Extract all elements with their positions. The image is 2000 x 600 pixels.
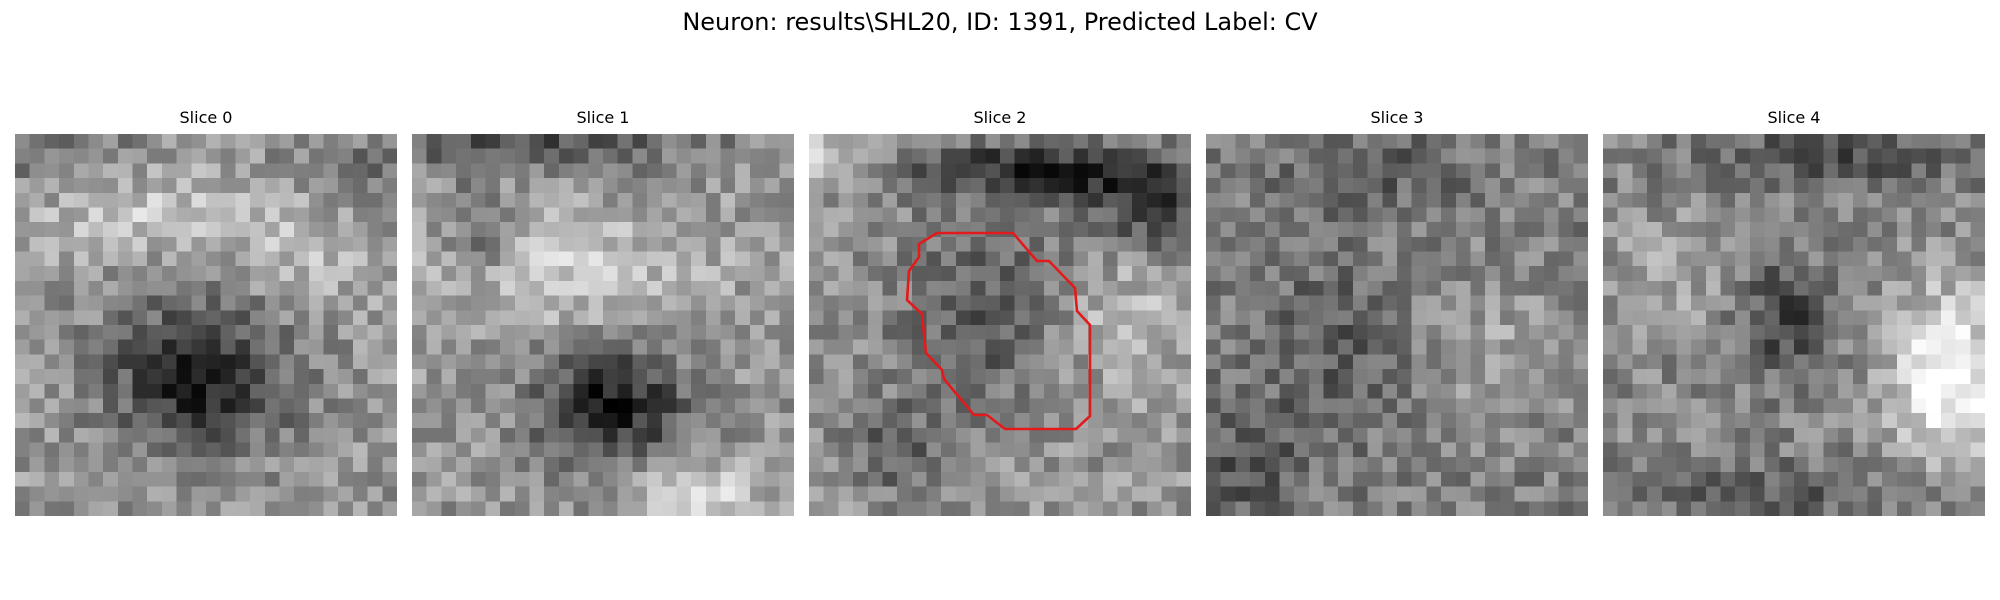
- slice-title: Slice 0: [179, 108, 233, 127]
- microscopy-slice: [15, 134, 397, 516]
- slice-title: Slice 4: [1767, 108, 1821, 127]
- slice-panel-3: Slice 3: [1206, 108, 1588, 516]
- slice-title: Slice 1: [576, 108, 630, 127]
- microscopy-slice: [1603, 134, 1985, 516]
- slice-image-3: [1206, 134, 1588, 516]
- slice-panel-0: Slice 0: [15, 108, 397, 516]
- slice-title: Slice 2: [973, 108, 1027, 127]
- slice-image-4: [1603, 134, 1985, 516]
- microscopy-slice: [412, 134, 794, 516]
- slice-image-1: [412, 134, 794, 516]
- slice-panel-1: Slice 1: [412, 108, 794, 516]
- slice-image-2: [809, 134, 1191, 516]
- slice-image-0: [15, 134, 397, 516]
- slice-panel-2: Slice 2: [809, 108, 1191, 516]
- figure-title: Neuron: results\SHL20, ID: 1391, Predict…: [682, 8, 1318, 36]
- microscopy-slice: [1206, 134, 1588, 516]
- microscopy-slice: [809, 134, 1191, 516]
- slice-panel-4: Slice 4: [1603, 108, 1985, 516]
- slice-title: Slice 3: [1370, 108, 1424, 127]
